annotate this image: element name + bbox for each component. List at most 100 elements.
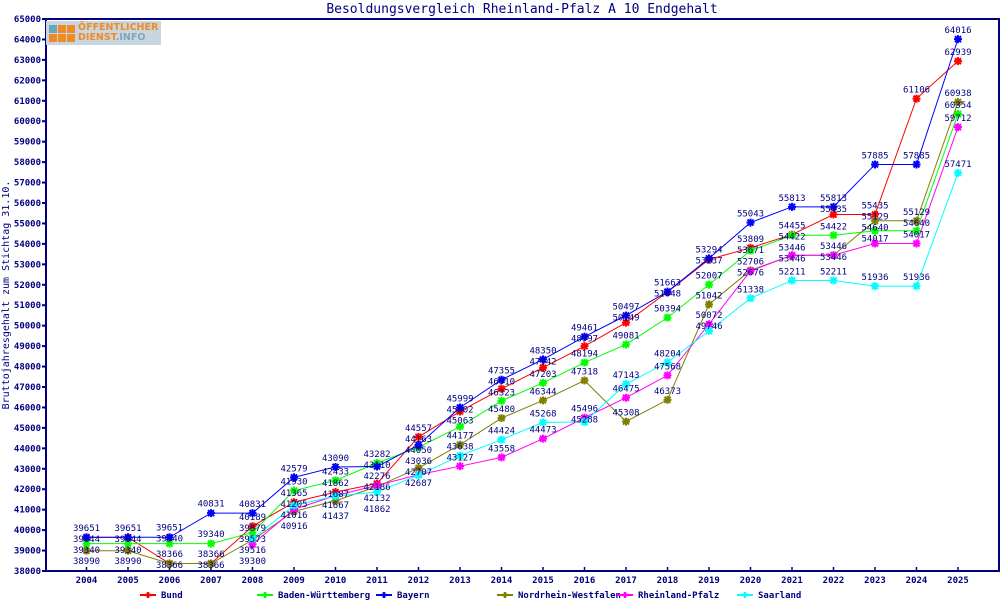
data-point	[580, 342, 589, 351]
data-point	[290, 473, 298, 482]
legend-marker	[262, 592, 268, 598]
y-tick-label: 50000	[14, 322, 41, 332]
data-point	[912, 239, 921, 248]
data-point	[829, 231, 838, 240]
x-tick-label: 2009	[283, 576, 305, 586]
data-label: 45802	[446, 405, 473, 415]
legend-item: Nordrhein-Westfalen	[497, 590, 621, 600]
data-point	[954, 168, 962, 177]
data-point	[331, 492, 340, 501]
y-tick-label: 51000	[14, 301, 41, 311]
data-label: 46344	[529, 387, 556, 397]
data-label: 44177	[446, 432, 473, 442]
data-point	[788, 276, 796, 285]
data-point	[912, 282, 921, 291]
data-label: 48997	[571, 335, 598, 345]
data-label: 53446	[820, 242, 847, 252]
legend-label: Saarland	[758, 591, 801, 600]
data-label: 49461	[571, 324, 598, 334]
plot-frame	[45, 18, 1000, 572]
legend-label: Bund	[161, 591, 183, 600]
data-point	[124, 546, 132, 555]
data-point	[456, 422, 464, 431]
data-label: 38990	[114, 557, 141, 567]
x-tick-label: 2006	[159, 576, 181, 586]
data-label: 41437	[322, 512, 349, 522]
y-tick-label: 38000	[14, 567, 41, 577]
data-point	[248, 509, 257, 518]
x-tick-label: 2025	[947, 576, 969, 586]
data-point	[539, 363, 547, 372]
data-label: 50394	[654, 305, 681, 315]
data-point	[373, 488, 381, 497]
data-label: 52706	[737, 257, 764, 267]
data-label: 53446	[778, 244, 805, 254]
data-label: 61106	[903, 86, 930, 96]
data-label: 38366	[197, 561, 224, 571]
x-tick-label: 2008	[242, 576, 264, 586]
data-label: 43090	[322, 454, 349, 464]
y-tick-label: 49000	[14, 342, 41, 352]
series-saarland	[248, 168, 962, 543]
data-point	[871, 210, 879, 219]
data-point	[954, 35, 962, 44]
data-point	[331, 462, 340, 471]
data-point	[539, 378, 547, 387]
data-point	[746, 218, 755, 227]
data-point	[539, 355, 547, 364]
data-label: 43036	[405, 457, 432, 467]
data-label: 43558	[488, 444, 515, 454]
data-label: 39340	[156, 535, 183, 545]
chart-title: Besoldungsvergleich Rheinland-Pfalz A 10…	[326, 2, 717, 17]
data-label: 55043	[737, 210, 764, 220]
data-label: 54422	[820, 222, 847, 232]
data-label: 41667	[322, 501, 349, 511]
y-tick-label: 58000	[14, 158, 41, 168]
data-label: 40831	[197, 500, 224, 510]
series-bund	[82, 57, 962, 568]
data-point	[248, 528, 257, 537]
data-label: 39573	[239, 535, 266, 545]
x-tick-label: 2021	[781, 576, 803, 586]
data-label: 47568	[654, 362, 681, 372]
data-point	[248, 522, 257, 531]
data-point	[82, 546, 91, 555]
data-point	[539, 418, 547, 427]
data-label: 53237	[695, 256, 722, 266]
data-label: 42433	[322, 467, 349, 477]
data-label: 55129	[861, 213, 888, 223]
series-baden-w-rttemberg	[82, 109, 962, 548]
data-point	[954, 109, 962, 118]
y-tick-label: 63000	[14, 56, 41, 66]
data-point	[746, 294, 755, 303]
y-tick-label: 56000	[14, 199, 41, 209]
x-tick-label: 2018	[657, 576, 679, 586]
data-point	[663, 371, 672, 380]
data-label: 41930	[280, 478, 307, 488]
data-label: 43110	[363, 461, 390, 471]
data-label: 53446	[778, 255, 805, 265]
series-line	[86, 60, 959, 565]
data-point	[622, 417, 630, 426]
data-label: 49746	[695, 322, 722, 332]
data-point	[539, 434, 547, 443]
legend-label: Baden-Württemberg	[278, 591, 370, 600]
data-point	[414, 464, 423, 473]
data-point	[663, 313, 672, 322]
data-label: 38990	[73, 557, 100, 567]
data-point	[622, 380, 630, 389]
data-label: 39651	[73, 524, 100, 534]
logo-suffix: .INFO	[115, 32, 146, 43]
data-label: 64016	[944, 26, 971, 36]
data-label: 39651	[156, 524, 183, 534]
data-label: 55129	[903, 208, 930, 218]
data-point	[829, 251, 838, 260]
y-tick-label: 55000	[14, 219, 41, 229]
data-label: 46373	[654, 387, 681, 397]
x-tick-label: 2012	[408, 576, 430, 586]
data-label: 53671	[737, 246, 764, 256]
data-label: 45496	[571, 405, 598, 415]
legend-item: Baden-Württemberg	[257, 591, 370, 600]
data-label: 52211	[778, 267, 805, 277]
